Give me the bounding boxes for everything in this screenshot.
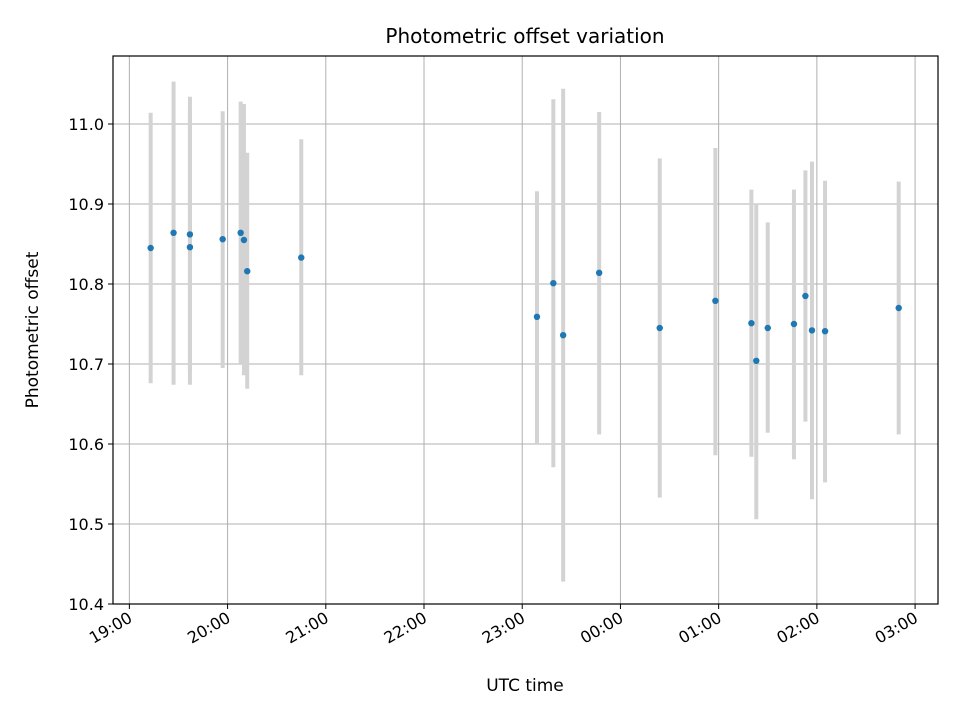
data-point (790, 320, 798, 328)
data-point (186, 244, 194, 251)
data-point (559, 332, 567, 339)
data-point (170, 229, 177, 236)
data-point (186, 231, 194, 238)
data-point (595, 269, 603, 276)
data-point (237, 229, 244, 236)
grid (113, 56, 938, 605)
x-tick-label: 22:00 (381, 608, 430, 648)
data-points (147, 229, 902, 364)
data-point (808, 327, 816, 334)
x-tick-label: 01:00 (675, 608, 724, 648)
y-tick-label: 10.7 (68, 355, 104, 374)
data-point (753, 357, 760, 364)
y-tick-label: 10.5 (68, 515, 104, 534)
data-point (298, 254, 305, 261)
data-point (533, 313, 541, 320)
data-point (244, 268, 251, 275)
data-point (147, 244, 154, 252)
x-axis-label: UTC time (486, 676, 564, 696)
data-point (802, 292, 809, 300)
x-tick-label: 23:00 (479, 608, 528, 648)
y-tick-label: 10.8 (68, 275, 104, 294)
x-tick-label: 20:00 (184, 608, 233, 648)
chart-title: Photometric offset variation (385, 24, 664, 48)
data-point (240, 236, 248, 244)
data-point (219, 236, 226, 243)
data-point (712, 297, 719, 304)
x-tick-label: 00:00 (577, 608, 626, 648)
x-tick-label: 03:00 (872, 608, 921, 648)
y-tick-label: 10.6 (68, 435, 104, 454)
data-point (550, 280, 557, 287)
data-point (748, 320, 755, 327)
y-tick-label: 10.4 (68, 595, 104, 614)
x-tick-label: 02:00 (773, 608, 822, 648)
x-tick-label: 21:00 (282, 608, 331, 648)
data-point (656, 324, 663, 332)
data-point (895, 304, 902, 312)
y-tick-label: 10.9 (68, 195, 104, 214)
y-tick-label: 11.0 (68, 115, 104, 134)
data-point (821, 328, 829, 335)
error-bars (148, 81, 901, 582)
plot-frame (112, 55, 939, 605)
y-axis-label: Photometric offset (23, 251, 43, 408)
data-point (764, 324, 771, 332)
